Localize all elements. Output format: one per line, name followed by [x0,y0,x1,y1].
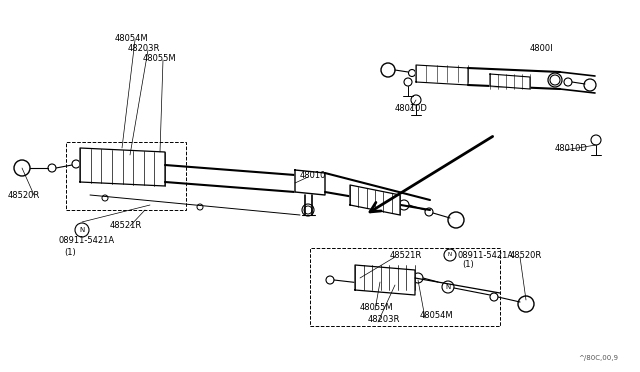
Bar [66,142,186,210]
Bar [310,248,500,326]
Text: 48203R: 48203R [368,315,401,324]
Text: 48010D: 48010D [555,144,588,153]
Text: 48054M: 48054M [420,311,454,321]
Polygon shape [295,170,325,195]
Text: 48520R: 48520R [510,250,542,260]
Text: N: N [445,284,451,290]
Polygon shape [416,65,468,85]
Text: N: N [79,227,84,233]
Text: 08911-5421A: 08911-5421A [458,250,514,260]
Text: N: N [448,253,452,257]
Text: 48010D: 48010D [395,103,428,112]
Text: 48521R: 48521R [390,250,422,260]
Text: 4800I: 4800I [530,44,554,52]
Polygon shape [355,265,415,295]
Text: 48010: 48010 [300,170,326,180]
Text: 08911-5421A: 08911-5421A [58,235,114,244]
Text: 48520R: 48520R [8,190,40,199]
Text: 48521R: 48521R [110,221,142,230]
Text: 48055M: 48055M [360,304,394,312]
Text: 48055M: 48055M [143,54,177,62]
Text: 48203R: 48203R [128,44,161,52]
Circle shape [548,73,562,87]
Text: (1): (1) [64,247,76,257]
Polygon shape [350,185,400,215]
Polygon shape [80,148,165,186]
Text: 48054M: 48054M [115,33,148,42]
Text: ^/80C,00,9: ^/80C,00,9 [578,355,618,361]
Polygon shape [490,74,530,89]
Circle shape [302,204,314,216]
Text: (1): (1) [462,260,474,269]
